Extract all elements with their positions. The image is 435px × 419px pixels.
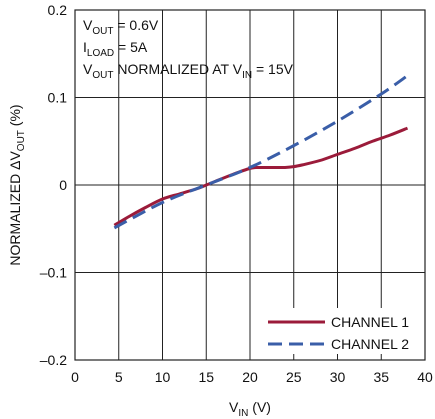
annotation-vout: VOUT = 0.6V <box>83 17 159 37</box>
x-tick-label: 20 <box>242 369 258 385</box>
y-tick-label: 0.1 <box>48 90 68 106</box>
y-axis-label: NORMALIZED ΔVOUT (%) <box>7 104 27 265</box>
y-tick-label: 0.2 <box>48 2 68 18</box>
x-tick-label: 0 <box>71 369 79 385</box>
series-line-channel-2 <box>113 74 409 230</box>
annotation-normalized: VOUT NORMALIZED AT VIN = 15V <box>83 61 294 81</box>
y-tick-label: 0 <box>59 177 67 193</box>
legend-background <box>262 308 418 354</box>
x-tick-label: 15 <box>198 369 214 385</box>
tick-labels: 0 5 10 15 20 25 30 35 40 –0.2 –0.1 0 0.1 0.2 <box>40 2 433 385</box>
x-tick-label: 40 <box>417 369 433 385</box>
legend-label-channel-1: CHANNEL 1 <box>331 314 409 330</box>
y-tick-label: –0.1 <box>40 265 67 281</box>
legend: CHANNEL 1 CHANNEL 2 <box>262 308 418 354</box>
series-lines <box>113 74 409 230</box>
grid <box>75 10 425 360</box>
x-axis-label: VIN (V) <box>229 399 271 419</box>
x-tick-label: 10 <box>155 369 171 385</box>
x-tick-label: 35 <box>373 369 389 385</box>
y-tick-label: –0.2 <box>40 352 67 368</box>
x-tick-label: 25 <box>286 369 302 385</box>
x-tick-label: 30 <box>330 369 346 385</box>
annotation-iload: ILOAD = 5A <box>83 39 148 59</box>
series-line-channel-1 <box>113 126 409 227</box>
legend-label-channel-2: CHANNEL 2 <box>331 336 409 352</box>
x-tick-label: 5 <box>115 369 123 385</box>
